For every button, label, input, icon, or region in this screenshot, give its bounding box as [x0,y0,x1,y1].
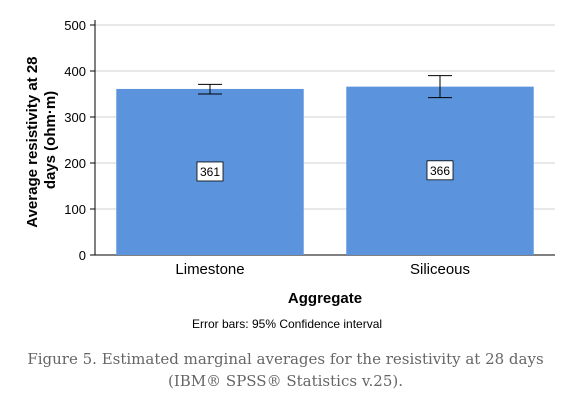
data-label: 366 [430,164,450,178]
error-bars-note: Error bars: 95% Confidence interval [192,317,382,331]
bar-chart: 361 366 0 100 200 300 400 500 Limestone Siliceo… [24,18,555,331]
y-tick-label: 100 [64,202,86,217]
y-axis-label-line2: days (ohm·m) [42,91,59,189]
y-axis-label: Average resistivity at 28 days (ohm·m) [24,52,59,227]
data-label: 361 [200,165,220,179]
y-tick-label: 0 [79,248,86,263]
x-category-label: Limestone [175,261,244,278]
y-tick-label: 400 [64,64,86,79]
error-bars-group [198,75,452,99]
figure-caption: Figure 5. Estimated marginal averages fo… [0,348,571,392]
y-tick-label: 500 [64,18,86,33]
x-axis-label: Aggregate [288,290,362,307]
caption-line-1: Figure 5. Estimated marginal averages fo… [27,350,544,368]
y-tick-label: 300 [64,110,86,125]
caption-line-2: (IBM® SPSS® Statistics v.25). [168,372,403,390]
y-tick-label: 200 [64,156,86,171]
data-label-box [426,160,454,181]
x-category-label: Siliceous [410,261,470,278]
data-label-box [196,161,224,182]
bars-group [116,86,534,255]
x-category-labels: Limestone Siliceous [175,261,470,278]
data-labels-group: 361 366 [196,160,454,182]
y-tick-labels: 0 100 200 300 400 500 [64,18,95,263]
y-axis-label-line1: Average resistivity at 28 [24,56,41,227]
